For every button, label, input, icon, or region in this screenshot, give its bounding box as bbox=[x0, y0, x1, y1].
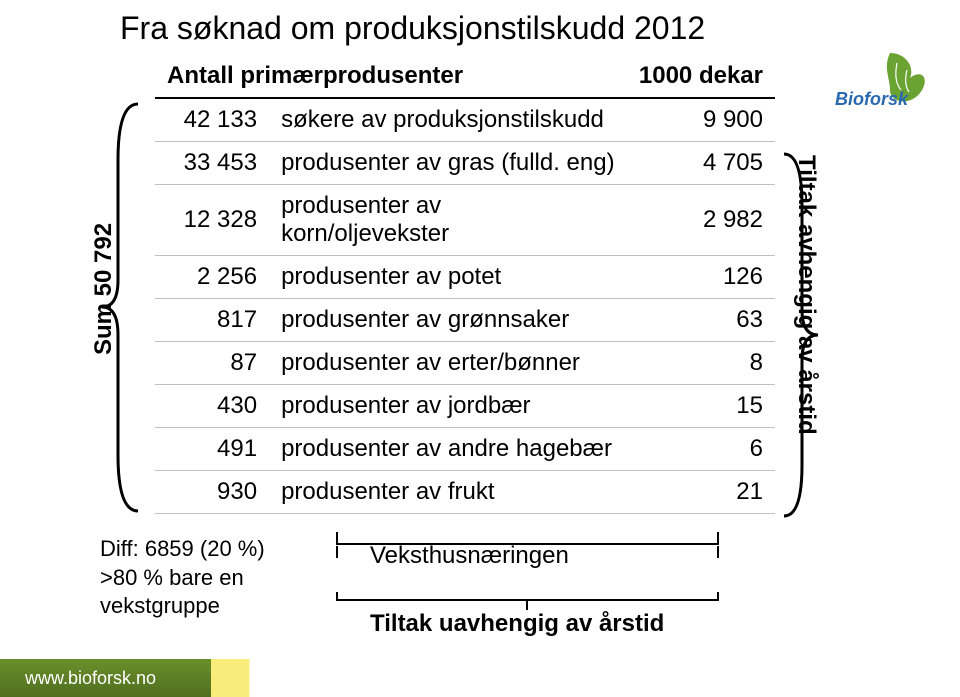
cell-desc: produsenter av frukt bbox=[269, 471, 627, 514]
table-row: 87 produsenter av erter/bønner 8 bbox=[155, 342, 775, 385]
bottom-label: Tiltak uavhengig av årstid bbox=[370, 610, 664, 638]
data-table: Antall primærprodusenter 1000 dekar 42 1… bbox=[155, 55, 775, 514]
right-side-label: Tiltak avhengig av årstid bbox=[792, 155, 820, 435]
svg-text:Bioforsk: Bioforsk bbox=[835, 89, 909, 108]
cell-count: 930 bbox=[155, 471, 269, 514]
bottom-bracket-icon bbox=[335, 590, 720, 610]
cell-desc: produsenter av potet bbox=[269, 256, 627, 299]
cell-desc: produsenter av gras (fulld. eng) bbox=[269, 142, 627, 185]
diff-note: Diff: 6859 (20 %) >80 % bare en vekstgru… bbox=[100, 535, 310, 621]
cell-value: 8 bbox=[627, 342, 775, 385]
table-row: 2 256 produsenter av potet 126 bbox=[155, 256, 775, 299]
cell-desc: produsenter av jordbær bbox=[269, 385, 627, 428]
cell-count: 817 bbox=[155, 299, 269, 342]
cell-value: 126 bbox=[627, 256, 775, 299]
table-row: 42 133 søkere av produksjonstilskudd 9 9… bbox=[155, 98, 775, 142]
table-row: 33 453 produsenter av gras (fulld. eng) … bbox=[155, 142, 775, 185]
cell-value: 4 705 bbox=[627, 142, 775, 185]
page-title: Fra søknad om produksjonstilskudd 2012 bbox=[120, 10, 705, 47]
cell-count: 12 328 bbox=[155, 185, 269, 256]
cell-value: 63 bbox=[627, 299, 775, 342]
cell-value: 2 982 bbox=[627, 185, 775, 256]
cell-count: 2 256 bbox=[155, 256, 269, 299]
cell-desc: produsenter av korn/oljevekster bbox=[269, 185, 627, 256]
mid-label: Veksthusnæringen bbox=[370, 542, 569, 570]
cell-count: 33 453 bbox=[155, 142, 269, 185]
cell-desc: søkere av produksjonstilskudd bbox=[269, 98, 627, 142]
cell-desc: produsenter av grønnsaker bbox=[269, 299, 627, 342]
cell-value: 21 bbox=[627, 471, 775, 514]
cell-count: 87 bbox=[155, 342, 269, 385]
diff-line2: >80 % bare en vekstgruppe bbox=[100, 565, 244, 619]
cell-count: 42 133 bbox=[155, 98, 269, 142]
table-header-right: 1000 dekar bbox=[627, 55, 775, 98]
table-row: 430 produsenter av jordbær 15 bbox=[155, 385, 775, 428]
left-sum-label: Sum 50 792 bbox=[90, 223, 118, 355]
cell-desc: produsenter av andre hagebær bbox=[269, 428, 627, 471]
table-row: 817 produsenter av grønnsaker 63 bbox=[155, 299, 775, 342]
table-header-left: Antall primærprodusenter bbox=[155, 55, 627, 98]
cell-value: 15 bbox=[627, 385, 775, 428]
cell-desc: produsenter av erter/bønner bbox=[269, 342, 627, 385]
diff-line1: Diff: 6859 (20 %) bbox=[100, 536, 265, 561]
table-row: 930 produsenter av frukt 21 bbox=[155, 471, 775, 514]
cell-count: 491 bbox=[155, 428, 269, 471]
table-row: 12 328 produsenter av korn/oljevekster 2… bbox=[155, 185, 775, 256]
table-row: 491 produsenter av andre hagebær 6 bbox=[155, 428, 775, 471]
cell-count: 430 bbox=[155, 385, 269, 428]
cell-value: 9 900 bbox=[627, 98, 775, 142]
bioforsk-logo: Bioforsk bbox=[835, 48, 935, 108]
footer-url: www.bioforsk.no bbox=[25, 668, 156, 689]
cell-value: 6 bbox=[627, 428, 775, 471]
